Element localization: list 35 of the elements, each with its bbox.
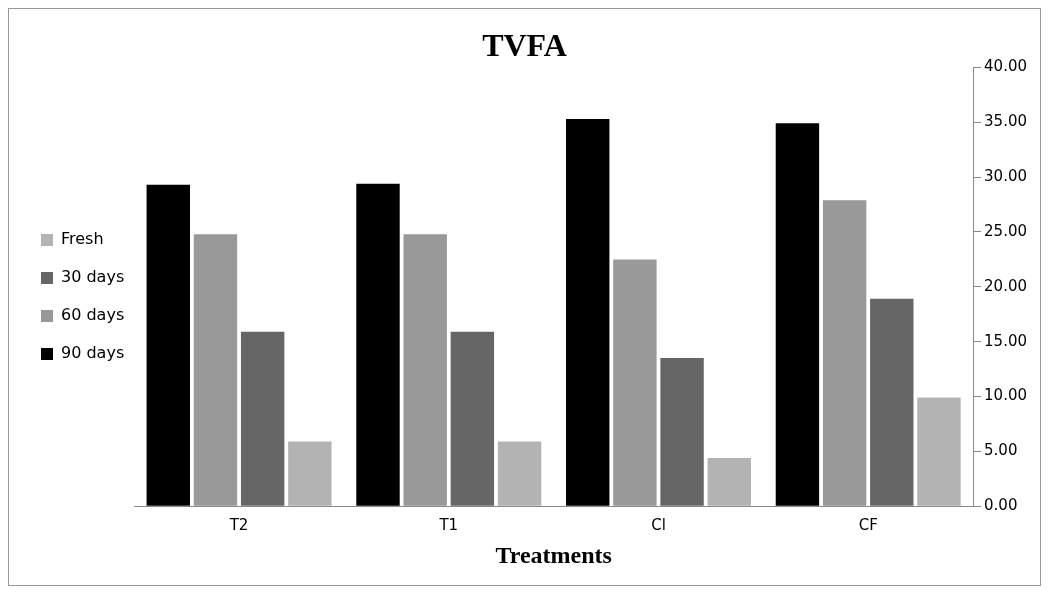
bar: [288, 441, 332, 506]
bar: [566, 118, 610, 506]
y-tick-label: 25.00: [984, 221, 1028, 240]
bar: [450, 331, 495, 506]
legend-label: 90 days: [61, 343, 125, 363]
legend-label: 60 days: [61, 305, 125, 325]
legend-label: Fresh: [61, 229, 104, 249]
bar: [707, 457, 751, 506]
bar: [146, 184, 190, 506]
bar: [193, 234, 238, 506]
y-tick-label: 40.00: [984, 57, 1028, 76]
y-tick-label: 0.00: [984, 496, 1018, 515]
bar: [613, 259, 657, 506]
bar: [775, 123, 820, 506]
bar: [660, 358, 704, 506]
bar: [403, 234, 447, 506]
y-tick-label: 5.00: [984, 441, 1018, 460]
y-tick-label: 20.00: [984, 276, 1028, 295]
y-tick-label: 10.00: [984, 386, 1028, 405]
x-axis-title: Treatments: [495, 541, 612, 568]
bar: [822, 200, 867, 506]
x-tick-label: CF: [858, 516, 878, 535]
y-tick-label: 15.00: [984, 331, 1028, 350]
bar: [240, 331, 285, 506]
bar: [870, 298, 914, 506]
bar: [356, 183, 400, 506]
x-tick-label: T1: [438, 516, 459, 535]
x-tick-label: Cl: [651, 516, 666, 535]
bar: [917, 397, 961, 506]
y-tick-label: 35.00: [984, 112, 1028, 131]
y-tick-label: 30.00: [984, 166, 1028, 185]
x-tick-label: T2: [228, 516, 249, 535]
legend-label: 30 days: [61, 267, 125, 287]
bar: [497, 441, 542, 506]
chart-title: TVFA: [482, 27, 567, 64]
